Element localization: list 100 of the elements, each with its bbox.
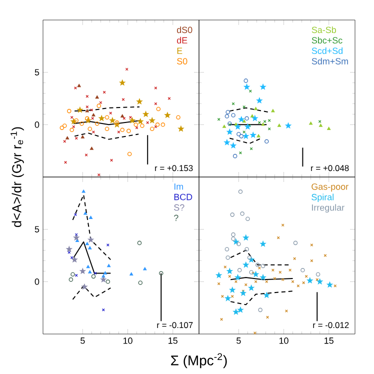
y-tick-label: 0 [34, 121, 40, 128]
point [100, 276, 106, 282]
y-axis-title: d<A>/dr (Gyr r$_{e}$$^{-1}$) [10, 127, 24, 228]
x-axis-title: Σ (Mpc$^{-2}$) [171, 353, 227, 368]
point [264, 139, 269, 144]
point [104, 115, 110, 120]
annotation: r = -0.107 [157, 322, 193, 328]
point [238, 190, 243, 194]
point [231, 232, 236, 237]
point [230, 212, 235, 217]
point [80, 268, 86, 274]
point [136, 98, 142, 104]
point [66, 246, 72, 252]
point [158, 271, 164, 276]
point [234, 124, 241, 130]
point [255, 262, 260, 268]
point [138, 280, 143, 285]
point [156, 106, 161, 112]
point [244, 78, 248, 83]
point [233, 238, 239, 244]
point [243, 133, 249, 139]
point [226, 110, 230, 114]
point [129, 118, 136, 123]
point [236, 242, 241, 246]
point [224, 114, 230, 118]
point [222, 124, 226, 128]
line-series [74, 132, 140, 140]
point [107, 264, 111, 268]
text: Scd+Sd [312, 47, 343, 54]
point [244, 124, 251, 130]
point [82, 284, 88, 290]
point [114, 120, 120, 125]
point [134, 122, 138, 127]
point [260, 264, 266, 268]
text: S0 [177, 58, 188, 64]
text: Gas-poor [312, 183, 348, 192]
point [319, 124, 322, 127]
point [316, 272, 320, 276]
point [307, 278, 313, 284]
point [326, 282, 333, 288]
point [110, 118, 116, 123]
point [264, 292, 270, 298]
text: Spiral [312, 194, 334, 202]
point [88, 126, 92, 131]
point [84, 212, 88, 215]
point [138, 118, 144, 124]
point [120, 114, 124, 118]
point [95, 96, 99, 99]
point [89, 216, 93, 219]
text: Irregular [312, 204, 344, 213]
point [77, 84, 81, 88]
point [91, 274, 96, 279]
point [247, 255, 252, 260]
point [88, 236, 94, 242]
point [244, 116, 249, 121]
point [246, 216, 250, 222]
point [96, 104, 102, 108]
point [256, 98, 262, 104]
point [239, 134, 244, 138]
point [168, 97, 171, 100]
point [243, 262, 249, 268]
point [149, 118, 155, 123]
x-tick-label: 10 [123, 338, 132, 344]
point [317, 278, 323, 284]
point [231, 113, 236, 118]
point [243, 234, 249, 240]
point [232, 154, 238, 158]
point [250, 132, 256, 138]
point [80, 121, 84, 126]
point [285, 122, 292, 128]
point [278, 124, 281, 127]
text: dE [176, 36, 188, 44]
point [249, 270, 254, 274]
point [126, 128, 131, 134]
y-tick-label: 5 [34, 226, 40, 232]
text: BCD [174, 194, 192, 200]
point [102, 274, 106, 278]
point [236, 132, 241, 136]
point [248, 285, 254, 290]
point [237, 268, 242, 272]
x-tick-label: 10 [279, 338, 288, 344]
text: Sbc+Sc [312, 36, 342, 44]
line-series [72, 194, 112, 260]
point [261, 122, 265, 126]
point [231, 236, 236, 241]
x-tick-label: 15 [324, 338, 334, 344]
point [238, 116, 244, 122]
point [244, 84, 250, 90]
x-tick-label: 5 [80, 338, 85, 344]
point [226, 255, 230, 260]
point [68, 277, 74, 282]
point [74, 118, 79, 123]
point [230, 287, 236, 292]
point [271, 109, 275, 112]
point [293, 240, 298, 246]
point [60, 126, 64, 130]
annotation: r = +0.153 [155, 165, 193, 172]
point [252, 115, 258, 121]
y-tick-label: 0 [34, 278, 40, 285]
point [234, 274, 241, 280]
